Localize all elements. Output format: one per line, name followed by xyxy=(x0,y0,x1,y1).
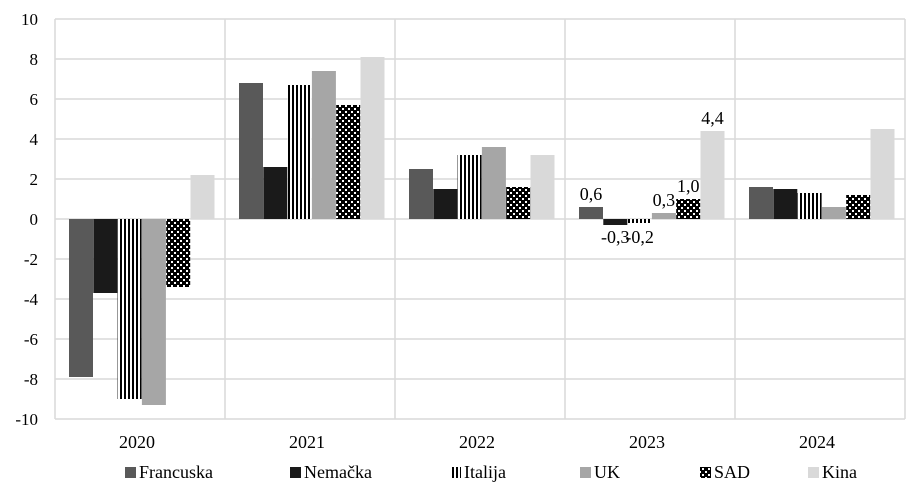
x-tick-label-2021: 2021 xyxy=(289,432,325,452)
legend-label-nemacka: Nemačka xyxy=(304,462,372,482)
bar-nemacka-2021 xyxy=(263,167,287,219)
bar-francuska-2022 xyxy=(409,169,433,219)
bar-sad-2020 xyxy=(166,219,190,287)
y-tick-label-4: 4 xyxy=(30,130,39,149)
bar-uk-2023 xyxy=(652,213,676,219)
legend-swatch-italija xyxy=(450,467,461,478)
y-tick-label--10: -10 xyxy=(15,410,38,429)
bar-uk-2021 xyxy=(312,71,336,219)
bar-kina-2024 xyxy=(871,129,895,219)
bar-italija-2023 xyxy=(628,219,652,223)
y-axis-tick-labels: -10 -8 -6 -4 -2 0 2 4 6 8 10 xyxy=(15,10,38,429)
legend-swatch-nemacka xyxy=(290,467,301,478)
x-tick-label-2024: 2024 xyxy=(799,432,835,452)
bar-kina-2023 xyxy=(701,131,725,219)
y-tick-label-2: 2 xyxy=(30,170,39,189)
legend-label-italija: Italija xyxy=(464,462,506,482)
y-tick-label--6: -6 xyxy=(24,330,38,349)
legend-swatch-sad xyxy=(700,467,711,478)
y-tick-label--8: -8 xyxy=(24,370,38,389)
bar-kina-2022 xyxy=(531,155,555,219)
bar-francuska-2024 xyxy=(749,187,773,219)
bar-kina-2020 xyxy=(191,175,215,219)
bars xyxy=(69,57,895,405)
bar-francuska-2023 xyxy=(579,207,603,219)
bar-sad-2022 xyxy=(506,187,530,219)
data-label-italija-2023: -0,2 xyxy=(625,227,654,247)
bar-nemacka-2023 xyxy=(603,219,627,225)
bar-nemacka-2020 xyxy=(93,219,117,293)
bar-uk-2020 xyxy=(142,219,166,405)
y-tick-label-10: 10 xyxy=(21,10,38,29)
y-tick-label-6: 6 xyxy=(30,90,39,109)
x-tick-label-2020: 2020 xyxy=(119,432,155,452)
y-tick-label-0: 0 xyxy=(30,210,39,229)
x-axis-tick-labels: 2020 2021 2022 2023 2024 xyxy=(119,432,835,452)
legend-swatch-kina xyxy=(808,467,819,478)
legend-label-francuska: Francuska xyxy=(139,462,213,482)
data-label-francuska-2023: 0,6 xyxy=(580,184,603,204)
bar-nemacka-2022 xyxy=(433,189,457,219)
y-tick-label--4: -4 xyxy=(24,290,39,309)
x-tick-label-2023: 2023 xyxy=(629,432,665,452)
bar-uk-2024 xyxy=(822,207,846,219)
y-tick-label--2: -2 xyxy=(24,250,38,269)
x-tick-label-2022: 2022 xyxy=(459,432,495,452)
legend-swatch-uk xyxy=(580,467,591,478)
bar-francuska-2021 xyxy=(239,83,263,219)
data-label-uk-2023: 0,3 xyxy=(653,190,676,210)
y-tick-label-8: 8 xyxy=(30,50,39,69)
legend-swatch-francuska xyxy=(125,467,136,478)
bar-italija-2022 xyxy=(458,155,482,219)
data-label-sad-2023: 1,0 xyxy=(677,176,700,196)
legend-label-kina: Kina xyxy=(822,462,857,482)
bar-italija-2024 xyxy=(798,193,822,219)
bar-sad-2021 xyxy=(336,105,360,219)
legend: Francuska Nemačka Italija UK SAD Kina xyxy=(125,462,857,482)
data-label-kina-2023: 4,4 xyxy=(701,108,724,128)
legend-label-sad: SAD xyxy=(714,462,750,482)
bar-italija-2021 xyxy=(288,85,312,219)
bar-nemacka-2024 xyxy=(773,189,797,219)
bar-italija-2020 xyxy=(118,219,142,399)
bar-kina-2021 xyxy=(361,57,385,219)
bar-sad-2024 xyxy=(846,195,870,219)
bar-francuska-2020 xyxy=(69,219,93,377)
bar-uk-2022 xyxy=(482,147,506,219)
legend-label-uk: UK xyxy=(594,462,620,482)
bar-sad-2023 xyxy=(676,199,700,219)
